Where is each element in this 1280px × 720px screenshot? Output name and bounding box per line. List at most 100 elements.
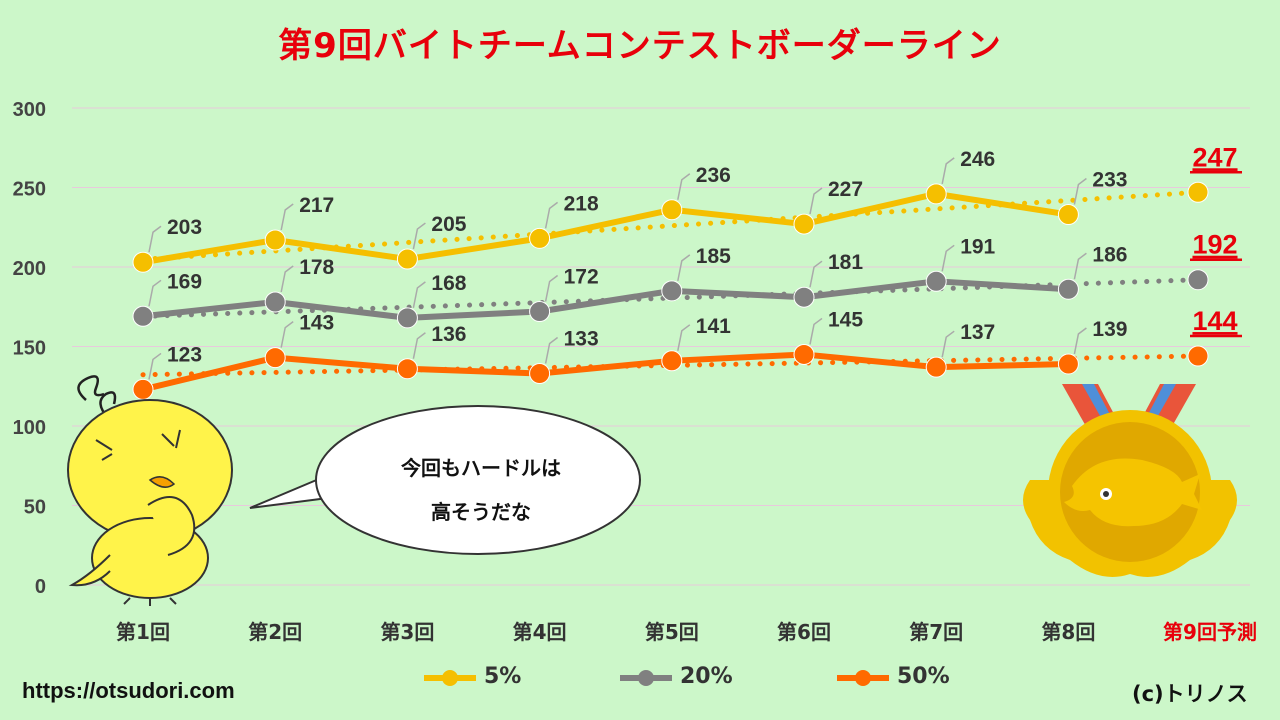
legend-dot <box>442 670 458 686</box>
y-tick-label: 250 <box>13 179 46 201</box>
x-tick-label: 第4回 <box>513 620 567 644</box>
label-leader <box>677 324 691 351</box>
label-leader <box>1073 327 1087 355</box>
legend-markers <box>424 670 889 686</box>
data-label: 139 <box>1092 318 1127 341</box>
data-label: 246 <box>960 148 995 171</box>
label-leader <box>412 222 426 250</box>
data-point <box>661 280 683 302</box>
data-label: 233 <box>1092 169 1127 192</box>
speech-line-1: 今回もハードルは <box>401 456 561 480</box>
data-point <box>661 350 683 372</box>
label-leader <box>677 254 691 281</box>
data-point <box>793 343 815 365</box>
label-leader <box>280 321 294 348</box>
data-label: 137 <box>960 321 995 344</box>
label-leader <box>544 336 559 364</box>
label-leader <box>941 157 955 185</box>
data-label: 185 <box>696 245 731 268</box>
medal-illustration <box>1023 384 1237 577</box>
data-point <box>529 227 551 249</box>
series-line-50pct <box>142 351 1069 393</box>
legend-dot <box>855 670 871 686</box>
forecast-label: 144 <box>1192 306 1237 336</box>
legend-label: 5% <box>484 664 522 689</box>
data-label: 133 <box>564 328 599 351</box>
label-leader <box>280 203 294 231</box>
data-label: 181 <box>828 251 863 274</box>
y-axis-ticks: 0 50 100 150 200 250 300 <box>13 99 46 598</box>
label-leader <box>148 352 162 380</box>
y-tick-label: 200 <box>13 258 46 280</box>
label-leader <box>941 244 955 272</box>
data-label: 236 <box>696 164 731 187</box>
x-tick-label-forecast: 第9回予測 <box>1163 620 1257 644</box>
data-point <box>925 183 947 205</box>
speech-bubble-text: 今回もハードルは 高そうだな <box>336 446 626 534</box>
data-point <box>1057 204 1079 226</box>
x-tick-label: 第6回 <box>777 620 831 644</box>
legend-label: 50% <box>897 664 950 689</box>
y-tick-label: 300 <box>13 99 46 121</box>
label-leader <box>412 332 426 359</box>
data-label: 169 <box>167 270 202 293</box>
data-point <box>132 305 154 327</box>
copyright-credit: (c)トリノス <box>1132 682 1248 706</box>
data-label: 168 <box>431 272 466 295</box>
data-label: 191 <box>960 235 995 258</box>
data-label: 203 <box>167 216 202 239</box>
series-line-20pct <box>142 278 1069 321</box>
data-label: 218 <box>564 192 599 215</box>
data-point <box>529 363 551 385</box>
data-point <box>264 291 286 313</box>
label-leader <box>809 260 823 288</box>
data-point <box>264 229 286 251</box>
x-tick-label: 第2回 <box>248 620 302 644</box>
legend-label: 20% <box>680 664 733 689</box>
x-tick-label: 第8回 <box>1041 620 1095 644</box>
data-label: 217 <box>299 194 334 217</box>
forecast-point <box>1187 269 1209 291</box>
speech-line-2: 高そうだな <box>431 500 531 524</box>
label-leader <box>412 281 426 309</box>
label-leader <box>941 330 955 358</box>
y-tick-label: 100 <box>13 417 46 439</box>
data-label: 186 <box>1092 243 1127 266</box>
label-leader <box>1073 252 1087 280</box>
y-tick-label: 50 <box>24 497 46 519</box>
x-tick-label: 第1回 <box>116 620 170 644</box>
series-line-5pct <box>142 190 1069 266</box>
label-leader <box>809 187 823 215</box>
data-point <box>1057 353 1079 375</box>
data-label: 143 <box>299 312 334 335</box>
data-point <box>396 307 418 329</box>
data-point <box>1057 278 1079 300</box>
data-point <box>661 199 683 221</box>
data-label: 178 <box>299 256 334 279</box>
y-tick-label: 150 <box>13 338 46 360</box>
data-point <box>396 358 418 380</box>
x-tick-label: 第3回 <box>380 620 434 644</box>
chart-title: 第9回バイトチームコンテストボーダーライン <box>278 26 1002 66</box>
label-leader <box>544 201 559 229</box>
label-leader <box>148 225 162 253</box>
series-lines <box>132 181 1209 400</box>
data-label: 123 <box>167 343 202 366</box>
data-point <box>132 378 154 400</box>
data-label: 145 <box>828 308 863 331</box>
data-label: 205 <box>431 213 466 236</box>
data-label: 136 <box>431 323 466 346</box>
data-label: 172 <box>564 266 599 289</box>
x-tick-label: 第7回 <box>909 620 963 644</box>
data-labels: 203 217 205 218 236 227 246 233 247 169 178 168 172 1… <box>148 142 1242 380</box>
label-leader <box>544 274 559 302</box>
forecast-label: 192 <box>1192 230 1237 260</box>
speech-bubble <box>249 405 641 555</box>
label-leader <box>677 173 691 200</box>
data-point <box>264 347 286 369</box>
label-leader <box>809 317 823 345</box>
data-point <box>793 286 815 308</box>
label-leader <box>280 265 294 293</box>
data-point <box>132 251 154 273</box>
